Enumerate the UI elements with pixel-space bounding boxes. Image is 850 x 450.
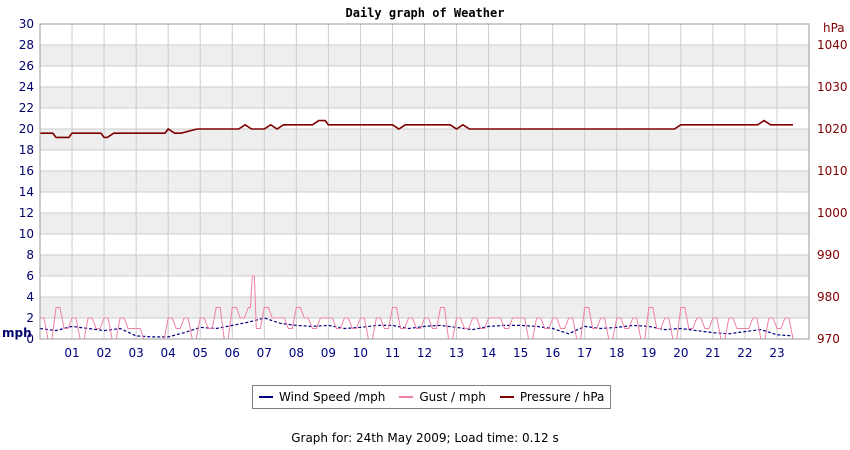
legend-item-wind: Wind Speed /mph xyxy=(259,390,385,404)
legend-label-wind: Wind Speed /mph xyxy=(279,390,386,404)
left-tick-label: 16 xyxy=(19,164,34,178)
x-tick-label: 22 xyxy=(737,346,752,360)
right-tick-label: 970 xyxy=(817,332,840,346)
x-tick-label: 13 xyxy=(449,346,464,360)
left-tick-label: 26 xyxy=(19,59,34,73)
left-tick-label: 4 xyxy=(26,290,34,304)
left-axis-unit: mph xyxy=(2,326,32,340)
left-tick-label: 24 xyxy=(19,80,34,94)
x-tick-label: 10 xyxy=(353,346,368,360)
left-tick-label: 22 xyxy=(19,101,34,115)
x-tick-label: 09 xyxy=(321,346,336,360)
gust-series-line xyxy=(40,275,794,340)
x-tick-label: 18 xyxy=(609,346,624,360)
x-tick-label: 21 xyxy=(705,346,720,360)
right-tick-label: 1040 xyxy=(817,38,848,52)
right-tick-label: 1020 xyxy=(817,122,848,136)
x-tick-label: 16 xyxy=(545,346,560,360)
x-tick-label: 01 xyxy=(64,346,79,360)
left-tick-label: 10 xyxy=(19,227,34,241)
x-tick-label: 07 xyxy=(257,346,272,360)
x-tick-label: 23 xyxy=(769,346,784,360)
legend-item-pressure: Pressure / hPa xyxy=(499,390,605,404)
x-tick-label: 14 xyxy=(481,346,496,360)
x-tick-label: 19 xyxy=(641,346,656,360)
right-tick-label: 980 xyxy=(817,290,840,304)
left-tick-label: 20 xyxy=(19,122,34,136)
x-tick-label: 15 xyxy=(513,346,528,360)
left-tick-label: 12 xyxy=(19,206,34,220)
x-tick-label: 06 xyxy=(225,346,240,360)
left-tick-label: 14 xyxy=(19,185,34,199)
footer-status: Graph for: 24th May 2009; Load time: 0.1… xyxy=(291,431,559,445)
x-tick-label: 17 xyxy=(577,346,592,360)
right-tick-label: 1030 xyxy=(817,80,848,94)
left-tick-label: 0 xyxy=(26,332,34,346)
x-tick-label: 04 xyxy=(161,346,176,360)
legend-item-gust: Gust / mph xyxy=(399,390,486,404)
right-tick-label: 1010 xyxy=(817,164,848,178)
right-axis-unit: hPa xyxy=(823,21,845,35)
plot-frame xyxy=(39,23,810,340)
left-tick-label: 2 xyxy=(26,311,34,325)
wind-swatch xyxy=(259,396,273,398)
legend-label-gust: Gust / mph xyxy=(419,390,486,404)
right-tick-label: 990 xyxy=(817,248,840,262)
left-tick-label: 8 xyxy=(26,248,34,262)
legend-label-pressure: Pressure / hPa xyxy=(519,390,605,404)
x-tick-label: 11 xyxy=(385,346,400,360)
left-tick-label: 30 xyxy=(19,17,34,31)
x-tick-label: 08 xyxy=(289,346,304,360)
chart-legend: Wind Speed /mph Gust / mph Pressure / hP… xyxy=(252,385,612,409)
right-tick-label: 1000 xyxy=(817,206,848,220)
series-layer xyxy=(39,119,794,340)
chart-title: Daily graph of Weather xyxy=(346,6,505,20)
x-tick-label: 03 xyxy=(128,346,143,360)
x-tick-label: 05 xyxy=(193,346,208,360)
left-tick-label: 18 xyxy=(19,143,34,157)
x-tick-label: 20 xyxy=(673,346,688,360)
x-tick-label: 02 xyxy=(96,346,111,360)
gust-swatch xyxy=(399,396,414,398)
left-tick-label: 28 xyxy=(19,38,34,52)
left-tick-label: 6 xyxy=(26,269,34,283)
pressure-series-line xyxy=(40,119,793,139)
x-tick-label: 12 xyxy=(417,346,432,360)
pressure-swatch xyxy=(499,396,514,398)
